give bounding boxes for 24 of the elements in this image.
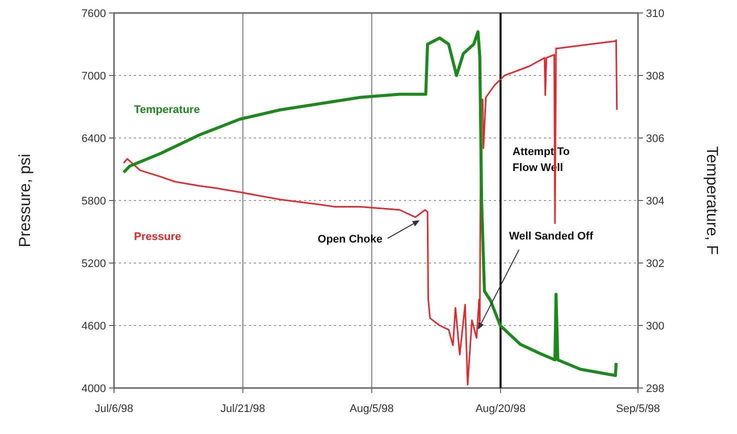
annotation: Well Sanded Off [509,230,594,243]
y-tick-label: 7000 [82,70,106,82]
y-axis-title: Pressure, psi [17,154,34,248]
y-tick-label: 6400 [82,132,106,145]
x-tick-label: Aug/5/98 [350,403,394,415]
y-tick-label: 7600 [82,8,106,20]
y2-axis-title: Temperature, F [703,146,720,255]
x-tick-label: Aug/20/98 [475,403,526,415]
y2-tick-label: 304 [646,195,664,208]
x-tick-label: Jul/21/98 [220,403,266,415]
x-tick-label: Sep/5/98 [616,403,660,415]
y-tick-label: 4000 [82,382,106,395]
x-tick-label: Jul/6/98 [94,403,134,415]
y2-tick-label: 306 [646,132,664,145]
y2-tick-label: 300 [646,320,664,332]
text: Pressure [134,231,182,244]
y2-tick-label: 298 [646,382,664,395]
y-tick-label: 5800 [82,195,106,208]
y2-tick-label: 310 [646,8,664,20]
y-tick-label: 5200 [82,258,106,270]
y-tick-label: 4600 [82,320,106,332]
y2-tick-label: 308 [646,70,664,82]
y2-tick-label: 302 [646,258,664,270]
series-label: Temperature [134,104,200,116]
